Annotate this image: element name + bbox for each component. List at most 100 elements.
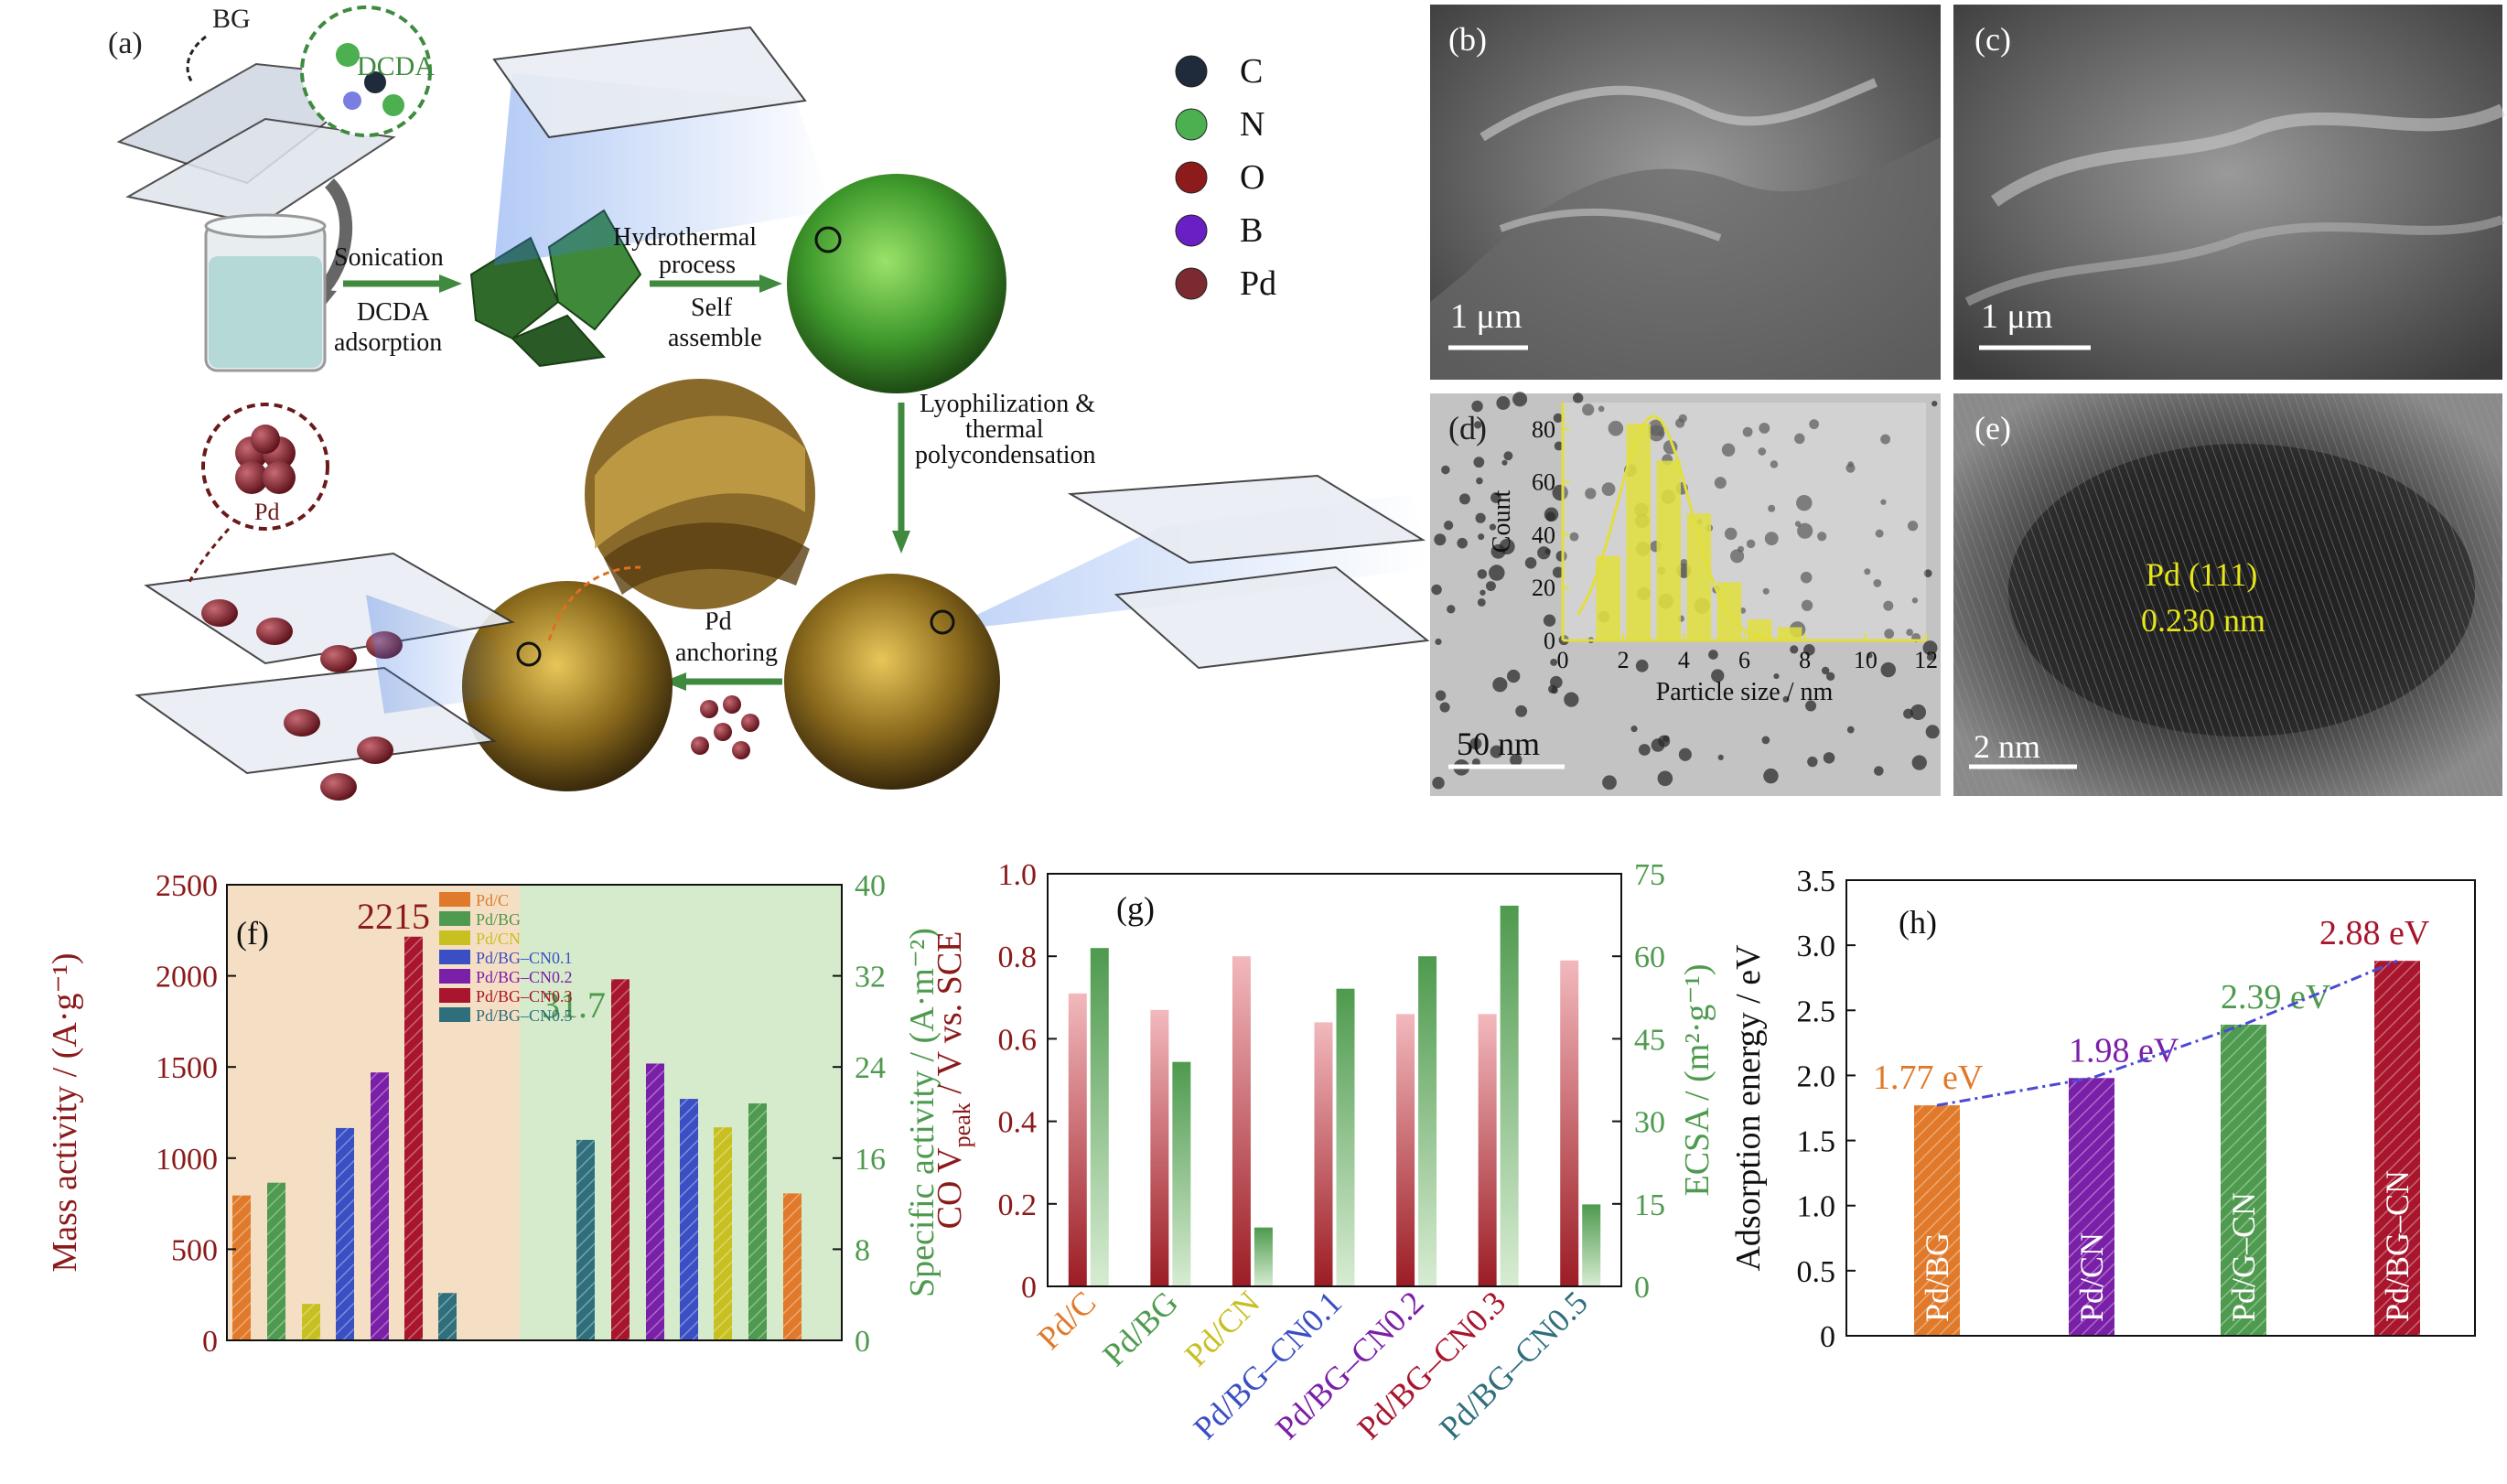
panel-b-sem: (b) 1 μm [1430,5,1941,380]
specific-activity-bar-hatch [576,1139,595,1340]
chart-f: 0 500 1000 1500 2000 2500 0 8 16 24 32 40 Mass activ… [46,869,941,1359]
tem-particle [1911,755,1927,770]
legend-swatch [439,911,470,926]
ecsa-bar [1254,1227,1273,1286]
panel-a-schematic: (a) BG DCDA Sonication DCDA adsorption [108,4,1430,801]
step-polycondensation: polycondensation [915,441,1096,469]
tem-particle [1524,556,1537,569]
tem-particle [1506,669,1521,683]
ecsa-bar [1500,905,1519,1286]
legend-entry: Pd/BG–CN0.5 [476,1006,573,1025]
tem-particle [1443,521,1454,531]
legend-label: B [1240,211,1263,250]
tem-particle [1926,653,1934,661]
right-tick-label: 16 [855,1143,886,1177]
mass-activity-bar-hatch [438,1293,457,1340]
specific-activity-bar-hatch [646,1063,664,1340]
adsorption-bar-hatch [2374,961,2420,1336]
tem-particle [1457,537,1468,549]
tem-particle [1553,413,1563,424]
pd-cluster-circle [201,403,329,531]
tem-particle [1880,661,1896,678]
step-self: Self [691,294,733,322]
tem-particle [1738,545,1745,553]
beaker [204,213,327,372]
legend-label: C [1240,52,1263,91]
left-tick-label: 0.8 [998,941,1038,974]
ecsa-bar [1090,948,1109,1286]
tem-particle [1874,766,1884,776]
tem-particle [1764,532,1779,546]
plot-frame [226,884,843,1341]
panel-d-tem: (d) 50 nm 0 2 4 6 8 10 12 0 20 40 60 80 Particle siz… [1430,392,1941,796]
tem-particle [1923,569,1932,578]
legend-swatch [439,950,470,964]
tem-particle [1552,566,1565,578]
dcda-label: DCDA [357,51,435,81]
tem-particle [1447,605,1456,614]
tem-particle [1543,614,1556,627]
inset-y-tick-label: 60 [1532,469,1555,496]
left-axis-label: Mass activity / (A·g⁻¹) [46,952,84,1272]
tem-particle [1458,493,1470,505]
legend-swatch [439,892,470,907]
panel-f-label: (f) [236,915,269,952]
right-tick-label: 40 [855,869,886,903]
y-tick-label: 1.0 [1797,1190,1836,1224]
value-label: 2.88 eV [2319,914,2430,952]
tem-particle [1773,673,1780,680]
right-tick-label: 24 [855,1051,886,1085]
legend-entry: Pd/CN [476,930,521,948]
right-tick-label: 15 [1634,1188,1665,1222]
adsorption-bar-hatch [2069,1078,2114,1336]
tem-particle [1782,695,1790,703]
step-hydrothermal: Hydrothermal [613,223,757,252]
tem-particle [1608,420,1624,436]
tem-particle [1630,726,1638,733]
tem-particle [1489,523,1497,531]
tem-particle [1680,559,1688,567]
tem-particle [1601,482,1616,497]
gold-microsphere-left [462,581,672,791]
right-tick-label: 30 [1634,1106,1665,1140]
panel-e-hrtem: (e) Pd (111) 0.230 nm 2 nm [1953,393,2502,796]
left-axis-label-sub: peak [949,1102,975,1147]
right-tick-label: 75 [1634,858,1665,892]
inset-x-tick-label: 2 [1618,647,1630,673]
tem-particle [1496,396,1511,410]
tem-particle [1469,737,1482,750]
bar-category-label: Pd/BG [1919,1232,1955,1322]
legend-label: N [1240,105,1264,144]
step-adsorption: adsorption [334,328,442,357]
tem-particle [1911,597,1919,604]
tem-particle [1564,692,1579,707]
left-tick-label: 500 [171,1233,218,1267]
inset-y-label: Count [1488,490,1516,554]
tem-particle [1724,527,1738,541]
mass-activity-bar-hatch [371,1072,389,1340]
panel-a-label: (a) [108,27,143,60]
tem-particle [1761,736,1770,745]
bar-category-label: Pd/G–CN [2225,1192,2262,1322]
inset-plot-area [1563,403,1926,640]
y-tick-label: 2.5 [1797,995,1836,1028]
tem-particle [1503,451,1513,461]
tem-particle [1730,549,1745,564]
left-axis-label-tail: / V vs. SCE [931,931,969,1103]
specific-activity-bar-hatch [611,979,629,1340]
tem-particle [1648,419,1664,436]
inset-x-tick-label: 0 [1557,647,1569,673]
tem-particle [1434,533,1447,546]
tem-particle [1674,418,1685,428]
tem-particle [1875,529,1884,538]
co-peak-bar [1068,993,1087,1286]
legend-atom-c [1175,55,1208,88]
tem-particle [1883,600,1894,611]
tem-particle [1515,704,1528,717]
tem-particle [1545,511,1556,522]
tem-particle [1477,569,1488,579]
panel-b-scale: 1 μm [1450,297,1522,336]
co-peak-bar [1478,1014,1497,1286]
tem-particle [1746,539,1756,549]
panel-h-label: (h) [1899,904,1937,941]
